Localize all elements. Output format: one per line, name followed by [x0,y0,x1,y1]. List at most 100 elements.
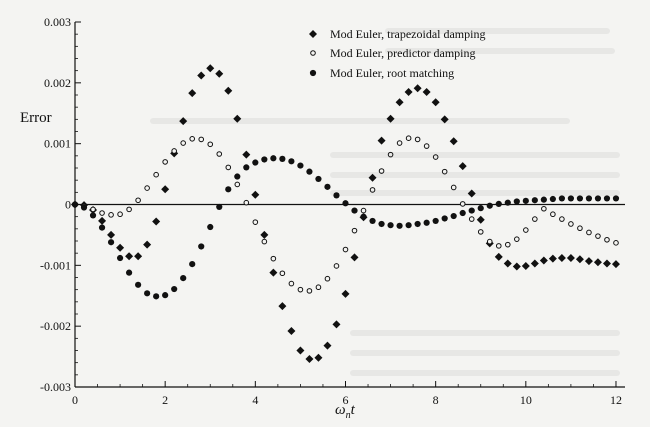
point-open-circle [432,154,439,160]
point-open-circle [117,211,123,218]
point-open-circle [586,229,592,236]
point-diamond [125,252,134,261]
y-tick-label: 0.001 [44,137,71,151]
point-open-circle [306,288,313,294]
y-tick-label: 0.002 [44,76,71,90]
point-open-circle [604,236,610,243]
point-diamond [251,190,260,199]
point-diamond [314,353,323,362]
point-filled-circle [288,158,295,165]
point-open-circle [198,136,205,143]
y-axis-title: Error [20,110,52,126]
point-open-circle [162,159,168,165]
point-filled-circle [107,239,115,246]
point-open-circle [459,201,466,207]
point-diamond [287,327,296,336]
point-diamond [476,215,485,224]
series-open-circle [72,135,619,294]
point-filled-circle [351,207,358,214]
point-filled-circle [180,275,187,282]
point-filled-circle [297,162,304,169]
point-filled-circle [612,195,620,202]
point-open-circle [360,207,367,214]
x-axis-title-t: t [351,402,356,418]
point-filled-circle [125,269,133,276]
point-filled-circle [540,196,547,203]
x-tick-label: 8 [433,393,439,407]
x-axis-ticks: 0 2 4 6 8 10 12 [72,381,622,407]
point-filled-circle [387,222,394,229]
point-diamond [341,289,350,298]
point-diamond [575,255,584,264]
legend: Mod Euler, trapezoidal damping Mod Euler… [309,27,485,80]
x-tick-label: 0 [72,393,78,407]
y-tick-label: 0 [65,198,71,212]
point-filled-circle [116,254,124,262]
legend-marker-open-circle [310,50,316,56]
point-diamond [260,230,269,239]
point-diamond [548,254,557,263]
point-diamond [611,260,620,269]
point-open-circle [514,236,520,242]
x-tick-label: 4 [252,393,258,407]
legend-marker-diamond [309,30,317,38]
point-open-circle [486,238,493,245]
point-diamond [152,217,161,226]
point-open-circle [342,246,349,253]
point-open-circle [495,243,502,249]
point-open-circle [243,199,250,206]
point-filled-circle [468,207,475,214]
point-open-circle [135,197,141,204]
point-diamond [449,137,458,146]
point-diamond [188,89,197,98]
point-open-circle [99,210,105,216]
point-diamond [593,258,602,267]
point-diamond [422,87,431,96]
point-open-circle [387,151,394,158]
y-tick-label: -0.003 [40,380,71,394]
point-open-circle [234,181,241,188]
series-layer [71,64,620,364]
point-diamond [503,259,512,268]
point-open-circle [180,140,186,146]
point-diamond [530,259,539,268]
point-filled-circle [315,175,322,183]
point-diamond [431,98,440,107]
point-open-circle [297,286,304,293]
point-open-circle [568,221,574,227]
point-filled-circle [369,217,376,225]
point-open-circle [333,263,340,269]
point-filled-circle [423,219,430,226]
point-filled-circle [324,183,331,190]
point-filled-circle [252,159,259,166]
point-open-circle [595,233,601,239]
point-diamond [269,268,278,277]
point-open-circle [351,227,358,234]
point-filled-circle [414,220,421,228]
point-open-circle [153,171,159,178]
x-axis-title-subscript: n [346,410,351,421]
point-filled-circle [80,204,88,211]
point-diamond [161,185,170,194]
point-diamond [278,302,287,311]
point-open-circle [468,216,475,222]
point-open-circle [450,184,457,191]
point-filled-circle [531,197,538,204]
x-tick-label: 10 [520,393,532,407]
point-filled-circle [89,212,97,219]
point-diamond [197,71,206,80]
point-diamond [566,254,575,263]
point-diamond [395,98,404,107]
point-filled-circle [333,192,340,199]
point-diamond [404,87,413,96]
point-diamond [512,262,521,271]
point-filled-circle [486,202,493,209]
point-open-circle [613,240,619,246]
point-filled-circle [405,222,412,229]
point-filled-circle [396,222,403,229]
point-open-circle [315,284,322,291]
point-open-circle [369,187,376,193]
point-open-circle [504,241,511,248]
x-axis-title-omega: ω [335,402,346,418]
point-filled-circle [234,173,241,180]
